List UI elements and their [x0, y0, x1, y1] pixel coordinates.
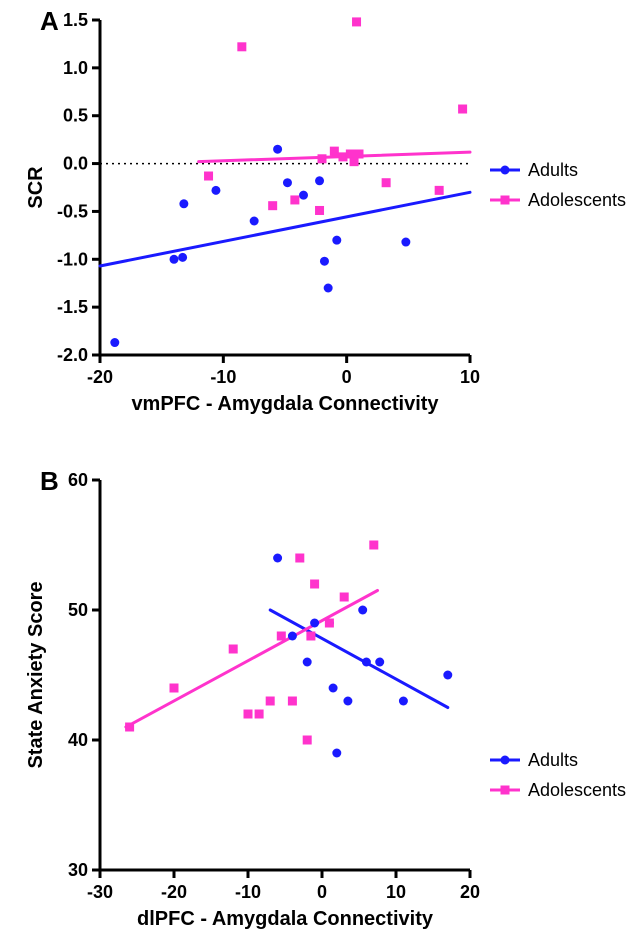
data-point — [435, 186, 444, 195]
y-tick-label: 40 — [68, 730, 88, 750]
x-axis-label: vmPFC - Amygdala Connectivity — [131, 393, 439, 415]
x-tick-label: 0 — [342, 367, 352, 387]
data-point — [362, 658, 371, 667]
legend-marker — [501, 756, 510, 765]
y-tick-label: 1.0 — [63, 58, 88, 78]
y-tick-label: 30 — [68, 860, 88, 880]
y-tick-label: -2.0 — [57, 345, 88, 365]
data-point — [358, 606, 367, 615]
data-point — [310, 580, 319, 589]
data-point — [306, 632, 315, 641]
legend-label: Adults — [528, 750, 578, 770]
data-point — [346, 150, 355, 159]
y-axis-label: State Anxiety Score — [25, 581, 47, 768]
data-point — [318, 154, 327, 163]
data-point — [178, 253, 187, 262]
y-tick-label: 50 — [68, 600, 88, 620]
data-point — [343, 697, 352, 706]
data-point — [283, 178, 292, 187]
data-point — [315, 176, 324, 185]
data-point — [320, 257, 329, 266]
legend-marker — [501, 166, 510, 175]
x-tick-label: -10 — [235, 882, 261, 902]
data-point — [277, 632, 286, 641]
panel-letter: B — [40, 466, 59, 496]
y-tick-label: 60 — [68, 470, 88, 490]
legend-marker — [501, 786, 510, 795]
data-point — [266, 697, 275, 706]
data-point — [299, 191, 308, 200]
x-tick-label: -10 — [210, 367, 236, 387]
x-tick-label: -30 — [87, 882, 113, 902]
x-tick-label: 0 — [317, 882, 327, 902]
data-point — [255, 710, 264, 719]
data-point — [324, 284, 333, 293]
data-point — [443, 671, 452, 680]
data-point — [204, 172, 213, 181]
data-point — [237, 42, 246, 51]
data-point — [369, 541, 378, 550]
adolescents-fit-line — [126, 591, 378, 728]
data-point — [179, 199, 188, 208]
data-point — [229, 645, 238, 654]
data-point — [375, 658, 384, 667]
data-point — [268, 201, 277, 210]
legend-label: Adolescents — [528, 190, 626, 210]
data-point — [340, 593, 349, 602]
data-point — [170, 684, 179, 693]
data-point — [110, 338, 119, 347]
y-tick-label: 0.0 — [63, 154, 88, 174]
y-tick-label: -1.5 — [57, 297, 88, 317]
data-point — [303, 736, 312, 745]
panel-letter: A — [40, 6, 59, 36]
adults-fit-line — [270, 610, 448, 708]
data-point — [330, 147, 339, 156]
data-point — [211, 186, 220, 195]
figure-page: -20 -10 0 10 -2.0 -1.5 -1.0 -0.5 0.0 0.5 1.0 1.5 vmP… — [0, 0, 638, 948]
data-point — [355, 150, 364, 159]
data-point — [303, 658, 312, 667]
legend-label: Adults — [528, 160, 578, 180]
data-point — [315, 206, 324, 215]
data-point — [382, 178, 391, 187]
y-axis-label: SCR — [25, 166, 47, 209]
data-point — [350, 157, 359, 166]
x-tick-label: 10 — [386, 882, 406, 902]
data-point — [244, 710, 253, 719]
data-point — [295, 554, 304, 563]
y-tick-label: 0.5 — [63, 106, 88, 126]
legend-label: Adolescents — [528, 780, 626, 800]
panel-a: -20 -10 0 10 -2.0 -1.5 -1.0 -0.5 0.0 0.5 1.0 1.5 vmP… — [0, 0, 638, 430]
data-point — [273, 554, 282, 563]
x-tick-label: -20 — [161, 882, 187, 902]
data-point — [401, 238, 410, 247]
y-tick-label: 1.5 — [63, 10, 88, 30]
x-axis-label: dlPFC - Amygdala Connectivity — [137, 908, 434, 930]
y-tick-label: -0.5 — [57, 201, 88, 221]
data-point — [250, 217, 259, 226]
data-point — [310, 619, 319, 628]
data-point — [399, 697, 408, 706]
x-tick-label: 20 — [460, 882, 480, 902]
data-point — [170, 255, 179, 264]
y-tick-label: -1.0 — [57, 249, 88, 269]
data-point — [458, 105, 467, 114]
x-tick-label: 10 — [460, 367, 480, 387]
legend-marker — [501, 196, 510, 205]
data-point — [332, 236, 341, 245]
data-point — [329, 684, 338, 693]
data-point — [288, 697, 297, 706]
panel-b: -30 -20 -10 0 10 20 30 40 50 60 dlPFC - Amygdala C… — [0, 460, 638, 930]
data-point — [125, 723, 134, 732]
data-point — [273, 145, 282, 154]
data-point — [288, 632, 297, 641]
x-tick-label: -20 — [87, 367, 113, 387]
data-point — [332, 749, 341, 758]
data-point — [290, 195, 299, 204]
adults-fit-line — [100, 192, 470, 266]
data-point — [325, 619, 334, 628]
data-point — [352, 17, 361, 26]
